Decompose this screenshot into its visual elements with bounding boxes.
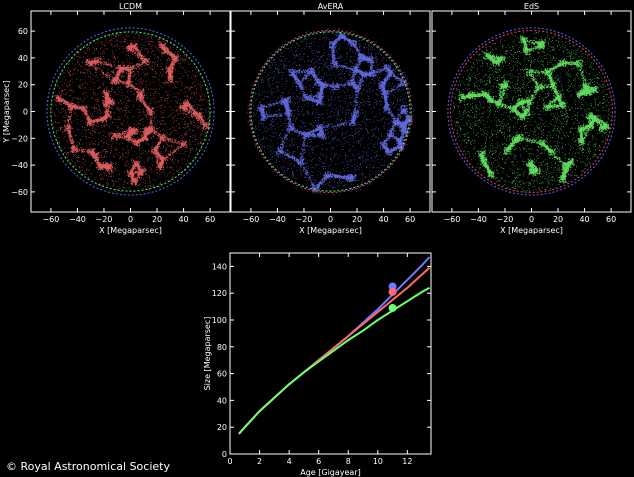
boundary-ring [46,27,215,196]
y-tick-label: −40 [11,161,28,170]
particle-distribution [247,28,414,196]
x-axis-label: X [Megaparsec] [500,226,563,235]
x-axis-label: Age [Gigayear] [300,468,361,477]
x-axis-label: X [Megaparsec] [99,226,162,235]
x-tick-label: −40 [69,215,86,224]
y-tick-label: 40 [18,54,28,63]
x-tick-label: 40 [579,215,589,224]
x-tick-label: 0 [529,215,534,224]
x-tick-label: −40 [470,215,487,224]
x-tick-label: 8 [346,457,351,466]
y-tick-label: 140 [212,262,227,271]
x-tick-label: 60 [205,215,215,224]
particle-distribution [49,31,212,193]
x-tick-label: 12 [402,457,412,466]
x-tick-label: 4 [287,457,292,466]
y-tick-label: 60 [217,370,227,379]
boundary-ring [249,30,412,193]
panel-title: AvERA [318,2,344,11]
particle-layer [31,11,631,212]
x-tick-label: 0 [128,215,133,224]
y-tick-label: 20 [217,423,227,432]
series-marker [388,287,397,296]
x-tick-label: 40 [178,215,188,224]
copyright-credit: © Royal Astronomical Society [6,460,170,473]
x-tick-label: 2 [257,457,262,466]
panel-background [432,11,631,212]
x-tick-label: 60 [405,215,415,224]
boundary-ring [447,27,616,196]
x-tick-label: −60 [242,215,259,224]
x-tick-label: −20 [296,215,313,224]
x-tick-label: −60 [42,215,59,224]
y-tick-label: −20 [11,134,28,143]
x-tick-label: −40 [269,215,286,224]
x-tick-label: 0 [227,457,232,466]
x-tick-label: 10 [373,457,383,466]
x-tick-label: 20 [553,215,563,224]
x-tick-label: 60 [606,215,616,224]
y-tick-label: 0 [222,450,227,459]
y-tick-label: 80 [217,343,227,352]
boundary-ring [450,30,613,193]
x-tick-label: −20 [497,215,514,224]
x-tick-label: 6 [316,457,321,466]
boundary-ring [50,31,211,192]
x-tick-label: −20 [96,215,113,224]
y-tick-label: 60 [18,27,28,36]
panel-title: EdS [524,2,539,11]
series-line [238,286,430,435]
x-tick-label: 20 [352,215,362,224]
x-tick-label: 0 [328,215,333,224]
panel-title: LCDM [119,2,142,11]
boundary-ring [250,31,411,192]
x-tick-label: 20 [152,215,162,224]
x-tick-label: 40 [378,215,388,224]
x-tick-label: −60 [443,215,460,224]
y-axis-label: Y [Megaparsec] [2,80,11,143]
y-tick-label: −60 [11,188,28,197]
y-tick-label: 40 [217,396,227,405]
y-tick-label: 0 [23,108,28,117]
y-axis-label: Size [Megaparsec] [203,317,212,391]
y-tick-label: 120 [212,289,227,298]
series-marker [388,303,397,312]
y-tick-label: 100 [212,316,227,325]
x-axis-label: X [Megaparsec] [299,226,362,235]
y-tick-label: 20 [18,81,28,90]
